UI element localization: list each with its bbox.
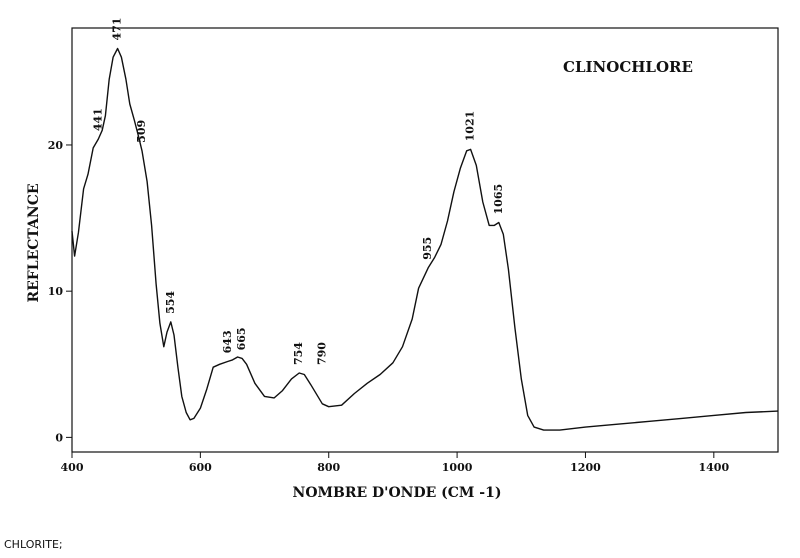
y-axis-label: REFLECTANCE (26, 183, 42, 302)
y-tick-label: 10 (48, 285, 64, 298)
plot-frame (71, 27, 779, 453)
y-tick-label: 20 (48, 139, 64, 152)
spectrum-line (71, 47, 779, 431)
spectrum-series (71, 47, 779, 431)
chart-title: CLINOCHLORE (563, 58, 693, 76)
axis-ticks: 400 600 800 1000 1200 1400 0 10 20 (48, 139, 730, 474)
x-tick-label: 800 (317, 461, 340, 474)
peak-label-1021: 1021 (464, 111, 477, 142)
x-tick-label: 1000 (442, 461, 473, 474)
peak-label-509: 509 (135, 120, 148, 143)
x-tick-label: 400 (61, 461, 84, 474)
x-axis-label: NOMBRE D'ONDE (CM -1) (293, 485, 502, 501)
peak-label-471: 471 (111, 18, 124, 41)
peak-label-754: 754 (292, 342, 305, 365)
x-tick-label: 1200 (570, 461, 601, 474)
peak-label-441: 441 (91, 108, 104, 131)
peak-labels: 441 471 509 554 643 665 754 790 955 1021 1065 (91, 18, 504, 366)
peak-label-665: 665 (235, 327, 248, 350)
plot-area (71, 27, 779, 453)
peak-label-554: 554 (164, 291, 177, 314)
peak-label-955: 955 (421, 237, 434, 260)
x-tick-label: 1400 (699, 461, 730, 474)
peak-label-1065: 1065 (492, 184, 505, 215)
y-tick-label: 0 (55, 431, 63, 444)
x-tick-label: 600 (189, 461, 212, 474)
footer-caption: CHLORITE; (4, 538, 63, 551)
peak-label-790: 790 (315, 342, 328, 365)
peak-label-643: 643 (221, 330, 234, 353)
